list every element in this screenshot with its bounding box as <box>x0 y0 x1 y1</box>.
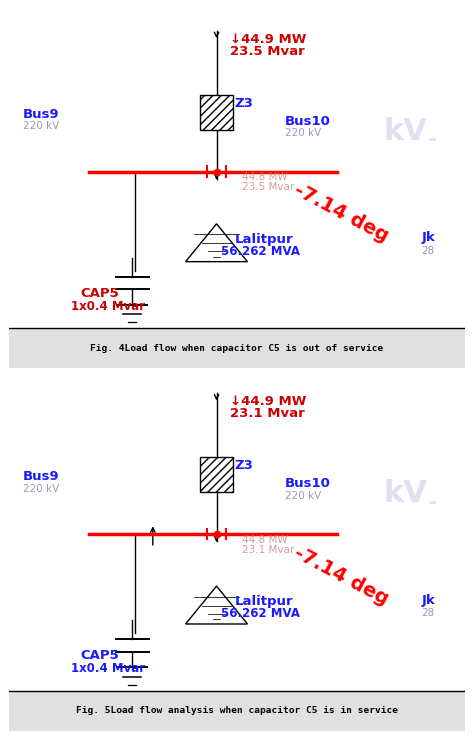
Text: 1x0.4 Mvar: 1x0.4 Mvar <box>71 300 145 312</box>
Text: -: - <box>428 493 438 513</box>
Text: Fig. 4Load flow when capacitor C5 is out of service: Fig. 4Load flow when capacitor C5 is out… <box>91 344 383 353</box>
Text: Bus9: Bus9 <box>23 470 60 483</box>
Text: kV: kV <box>383 479 427 508</box>
Text: 28: 28 <box>421 246 435 256</box>
Text: Lalitpur: Lalitpur <box>235 233 293 246</box>
Text: ↓44.9 MW: ↓44.9 MW <box>230 395 307 408</box>
Text: Lalitpur: Lalitpur <box>235 595 293 609</box>
Text: 23.5 Mvar: 23.5 Mvar <box>230 45 305 58</box>
Bar <box>9 328 465 368</box>
Text: 28: 28 <box>421 608 435 618</box>
Text: Bus9: Bus9 <box>23 108 60 121</box>
Text: -: - <box>428 130 438 150</box>
Text: CAP5: CAP5 <box>80 287 119 300</box>
Text: 56.262 MVA: 56.262 MVA <box>221 607 300 620</box>
Text: Fig. 5Load flow analysis when capacitor C5 is in service: Fig. 5Load flow analysis when capacitor … <box>76 706 398 715</box>
Text: 56.262 MVA: 56.262 MVA <box>221 245 300 258</box>
Text: 220 kV: 220 kV <box>285 128 321 138</box>
Text: 220 kV: 220 kV <box>23 121 59 131</box>
Text: 44.8 MW: 44.8 MW <box>242 535 287 545</box>
Text: Bus10: Bus10 <box>285 477 331 490</box>
Text: Jk: Jk <box>421 231 435 244</box>
Bar <box>200 458 233 492</box>
Text: -7.14 deg: -7.14 deg <box>292 181 392 246</box>
Text: 220 kV: 220 kV <box>23 484 59 493</box>
Bar <box>9 690 465 731</box>
Polygon shape <box>186 586 247 624</box>
Text: Z3: Z3 <box>235 97 254 110</box>
Text: -7.14 deg: -7.14 deg <box>292 543 392 609</box>
Text: ↓44.9 MW: ↓44.9 MW <box>230 33 307 45</box>
Text: Bus10: Bus10 <box>285 115 331 127</box>
Polygon shape <box>186 224 247 262</box>
Text: 23.5 Mvar: 23.5 Mvar <box>242 182 294 192</box>
Text: 220 kV: 220 kV <box>285 490 321 501</box>
Text: CAP5: CAP5 <box>80 650 119 662</box>
Text: 23.1 Mvar: 23.1 Mvar <box>242 545 294 554</box>
Text: kV: kV <box>383 117 427 146</box>
Text: 23.1 Mvar: 23.1 Mvar <box>230 407 305 420</box>
Text: Z3: Z3 <box>235 460 254 472</box>
Text: Jk: Jk <box>421 594 435 606</box>
Text: 1x0.4 Mvar: 1x0.4 Mvar <box>71 662 145 675</box>
Bar <box>200 95 233 129</box>
Text: 44.8 MW: 44.8 MW <box>242 173 287 182</box>
